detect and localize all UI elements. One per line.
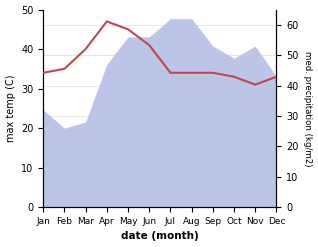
X-axis label: date (month): date (month) xyxy=(121,231,199,242)
Y-axis label: med. precipitation (kg/m2): med. precipitation (kg/m2) xyxy=(303,51,313,166)
Y-axis label: max temp (C): max temp (C) xyxy=(5,75,16,142)
